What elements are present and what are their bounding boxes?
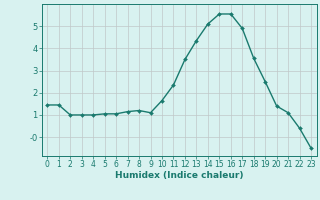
X-axis label: Humidex (Indice chaleur): Humidex (Indice chaleur) [115,171,244,180]
